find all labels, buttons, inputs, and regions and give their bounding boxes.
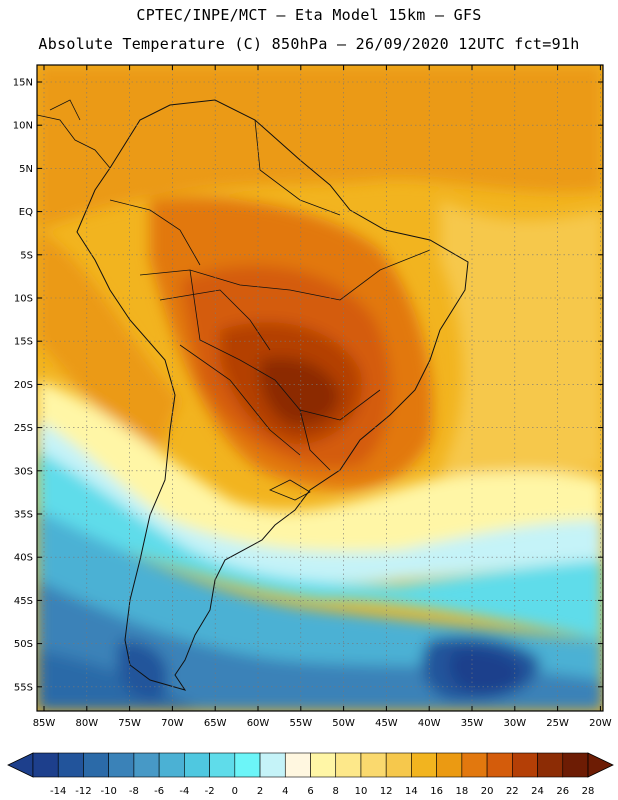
colorbar-swatch [461, 752, 488, 778]
colorbar-label: -14 [50, 786, 66, 797]
lat-label: 20S [14, 380, 33, 391]
lat-label: 10S [14, 294, 33, 305]
coastline [76, 99, 469, 691]
colorbar-swatch [234, 752, 261, 778]
colorbar-swatch [385, 752, 412, 778]
colorbar-swatch [411, 752, 437, 778]
colorbar-left-arrow [7, 752, 34, 778]
colorbar-swatch [108, 752, 135, 778]
colorbar-swatch [133, 752, 160, 778]
lat-label: 15N [13, 78, 33, 89]
colorbar-swatch [259, 752, 286, 778]
lon-label: 85W [33, 718, 56, 729]
lon-label: 20W [589, 718, 612, 729]
colorbar-label: 28 [582, 786, 595, 797]
colorbar-label: -4 [179, 786, 189, 797]
colorbar-swatch [83, 752, 109, 778]
colorbar-label: 10 [355, 786, 368, 797]
map-frame [36, 64, 604, 712]
lat-label: 40S [14, 553, 33, 564]
colorbar-swatch [335, 752, 362, 778]
colorbar-swatch [436, 752, 463, 778]
colorbar-swatch [32, 752, 59, 778]
colorbar-label: -12 [75, 786, 91, 797]
colorbar-label: 6 [307, 786, 313, 797]
colorbar-label: 2 [257, 786, 263, 797]
lat-label: 35S [14, 510, 33, 521]
country-borders [109, 119, 431, 471]
colorbar-label: 22 [506, 786, 519, 797]
colorbar-label: -2 [205, 786, 215, 797]
lon-label: 55W [289, 718, 312, 729]
lat-label: 50S [14, 639, 33, 650]
lat-label: 5S [20, 250, 33, 261]
colorbar-label: 14 [405, 786, 418, 797]
lat-label: 25S [14, 423, 33, 434]
lon-label: 60W [247, 718, 270, 729]
lon-label: 25W [546, 718, 569, 729]
lat-label: 55S [14, 682, 33, 693]
lat-label: 30S [14, 466, 33, 477]
temperature-field [37, 65, 603, 711]
lon-label: 50W [332, 718, 355, 729]
lat-label: EQ [19, 207, 33, 218]
colorbar-swatch [310, 752, 337, 778]
lon-label: 80W [75, 718, 98, 729]
lat-label: 10N [13, 121, 33, 132]
colorbar-swatch [184, 752, 210, 778]
lon-label: 40W [418, 718, 441, 729]
colorbar-label: 4 [282, 786, 288, 797]
colorbar-label: 26 [556, 786, 569, 797]
colorbar-label: 18 [455, 786, 468, 797]
lon-label: 75W [118, 718, 141, 729]
lat-label: 45S [14, 596, 33, 607]
colorbar-swatch [284, 752, 311, 778]
lon-label: 35W [461, 718, 484, 729]
map-title-line1: CPTEC/INPE/MCT – Eta Model 15km – GFS [136, 6, 482, 24]
colorbar-label: -8 [129, 786, 139, 797]
lon-label: 30W [503, 718, 526, 729]
latitude-labels: 15N 10N 5N EQ 5S 10S 15S 20S 25S 30S 35S 40S 45S 50S 5… [13, 78, 603, 693]
colorbar-label: -10 [101, 786, 117, 797]
colorbar-label: 24 [531, 786, 544, 797]
colorbar-swatch [537, 752, 564, 778]
colorbar-swatch [209, 752, 236, 778]
colorbar-label: 12 [380, 786, 393, 797]
colorbar-label: 16 [430, 786, 443, 797]
colorbar: -14 -12 -10 -8 -6 -4 -2 0 2 4 6 8 10 12 14 16 18 20 22 24 26… [7, 752, 614, 797]
map-title-line2: Absolute Temperature (C) 850hPa – 26/09/… [38, 35, 580, 53]
colorbar-label: -6 [154, 786, 164, 797]
lat-label: 5N [19, 164, 33, 175]
colorbar-swatch [562, 752, 589, 778]
lon-label: 70W [161, 718, 184, 729]
colorbar-swatch [486, 752, 513, 778]
colorbar-label: 20 [481, 786, 494, 797]
longitude-labels: 85W 80W 75W 70W 65W 60W 55W 50W 45W 40W 35W 30W 25W 2… [33, 65, 612, 729]
colorbar-swatch [158, 752, 185, 778]
lon-label: 65W [204, 718, 227, 729]
colorbar-label: 0 [232, 786, 238, 797]
colorbar-swatch [512, 752, 538, 778]
lon-label: 45W [375, 718, 398, 729]
colorbar-label: 8 [333, 786, 339, 797]
colorbar-swatch [57, 752, 84, 778]
lat-label: 15S [14, 337, 33, 348]
colorbar-swatch [360, 752, 387, 778]
colorbar-right-arrow [587, 752, 614, 778]
